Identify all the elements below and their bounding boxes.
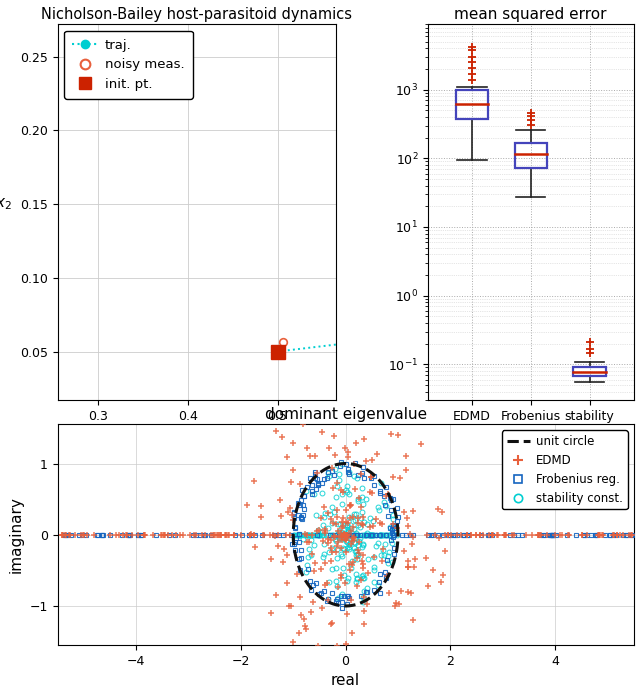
Line: EDMD: EDMD [58,393,635,673]
Frobenius reg. [344,592,352,600]
Title: mean squared error: mean squared error [454,7,607,21]
Frobenius reg. [337,458,344,466]
Frobenius reg. [338,604,346,612]
unit circle [333,601,341,609]
stability const. [360,598,367,606]
unit circle [342,602,349,610]
stability const. [333,554,340,562]
stability const. [339,590,346,598]
unit circle [380,482,388,490]
EDMD [431,531,439,539]
EDMD [406,529,413,538]
X-axis label: real: real [331,673,360,689]
Frobenius reg. [364,531,371,539]
unit circle [335,601,342,609]
Frobenius reg. [348,531,355,539]
EDMD [321,559,328,567]
EDMD [315,665,323,673]
Title: Nicholson-Bailey host-parasitoid dynamics: Nicholson-Bailey host-parasitoid dynamic… [41,7,352,21]
EDMD [250,531,258,539]
stability const. [338,460,346,468]
Y-axis label: imaginary: imaginary [9,496,24,573]
unit circle [307,583,314,591]
stability const. [365,531,372,539]
Frobenius reg. [326,531,333,539]
Y-axis label: $x_2$: $x_2$ [0,197,12,212]
unit circle [300,489,307,497]
Frobenius reg. [392,522,399,530]
EDMD [348,561,356,569]
EDMD [564,531,572,539]
EDMD [344,519,351,527]
stability const. [338,528,346,536]
EDMD [333,393,341,401]
Frobenius reg. [292,524,300,532]
unit circle [394,531,402,539]
Frobenius reg. [312,579,320,587]
unit circle [394,531,402,539]
Line: unit circle: unit circle [293,464,398,606]
Legend: traj., noisy meas., init. pt.: traj., noisy meas., init. pt. [64,31,193,99]
Line: Frobenius reg.: Frobenius reg. [61,460,635,611]
Title: dominant eigenvalue: dominant eigenvalue [264,407,427,422]
Frobenius reg. [125,531,133,539]
stability const. [370,578,378,586]
stability const. [372,542,380,551]
X-axis label: $x_1$: $x_1$ [188,428,205,444]
unit circle [317,468,324,476]
stability const. [394,531,401,539]
Line: stability const.: stability const. [291,462,400,604]
Legend: unit circle, EDMD, Frobenius reg., stability const.: unit circle, EDMD, Frobenius reg., stabi… [502,431,628,509]
EDMD [345,531,353,540]
unit circle [342,460,349,468]
stability const. [334,593,342,602]
